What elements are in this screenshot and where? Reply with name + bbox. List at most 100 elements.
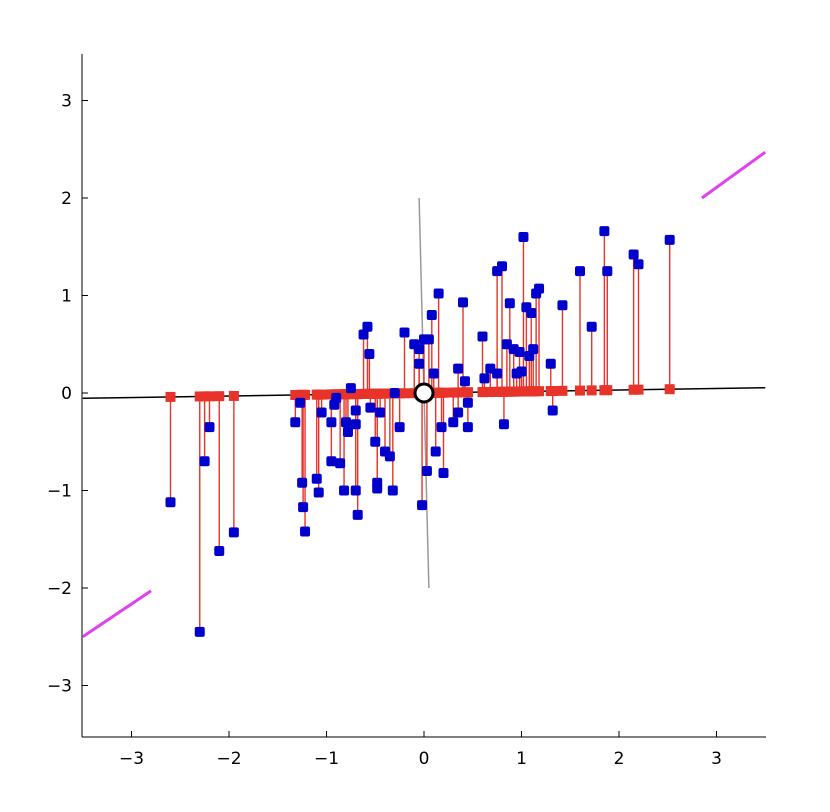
- data-point: [326, 417, 337, 428]
- data-point: [358, 329, 369, 340]
- y-tick-label: 3: [61, 92, 72, 112]
- projected-point: [602, 385, 613, 396]
- data-point: [458, 297, 468, 308]
- data-point: [575, 266, 585, 277]
- data-point: [528, 344, 539, 355]
- data-point: [341, 417, 351, 428]
- mean-marker: [413, 382, 435, 404]
- data-point: [339, 485, 350, 496]
- projected-point: [352, 389, 363, 400]
- asymptote-segment: [81, 589, 152, 638]
- data-point: [504, 298, 515, 309]
- data-point: [414, 358, 425, 369]
- x-tick-label: 3: [711, 749, 722, 769]
- data-point: [516, 366, 527, 377]
- data-point: [352, 509, 363, 520]
- data-point: [394, 422, 405, 433]
- data-point: [335, 458, 346, 469]
- data-point: [664, 234, 675, 245]
- data-point: [387, 485, 398, 496]
- projected-point: [547, 386, 558, 397]
- data-point: [492, 368, 503, 379]
- data-point: [350, 419, 361, 430]
- projected-point: [399, 388, 410, 399]
- data-point: [462, 397, 473, 408]
- projected-point: [300, 389, 311, 400]
- data-point: [428, 368, 439, 379]
- projected-point: [479, 387, 490, 398]
- projected-point: [557, 385, 568, 396]
- data-point: [633, 259, 644, 270]
- y-tick-label: 1: [61, 287, 72, 307]
- projected-point: [586, 385, 597, 396]
- projected-point: [214, 391, 225, 402]
- data-point: [214, 545, 225, 556]
- data-point: [362, 321, 373, 332]
- data-point: [545, 358, 556, 369]
- data-point: [295, 397, 306, 408]
- x-tick-label: −3: [119, 749, 144, 769]
- data-point: [602, 266, 613, 277]
- data-point: [628, 249, 639, 260]
- data-point: [290, 417, 301, 428]
- data-point: [389, 388, 400, 398]
- projected-point: [664, 384, 675, 395]
- data-point: [514, 347, 525, 358]
- data-point: [423, 334, 434, 345]
- data-point: [438, 467, 449, 478]
- projected-point: [485, 386, 496, 397]
- data-point: [453, 363, 464, 374]
- data-point: [313, 487, 324, 498]
- data-point: [297, 477, 308, 488]
- x-axis-ticks: −3 −2 −1 0 1 2 3: [119, 731, 722, 769]
- y-tick-label: 0: [61, 384, 72, 404]
- data-point: [316, 407, 327, 418]
- y-tick-label: −1: [47, 482, 72, 502]
- data-point: [599, 226, 610, 237]
- data-point: [462, 422, 473, 433]
- x-tick-label: −1: [314, 749, 339, 769]
- data-point: [479, 373, 490, 384]
- data-point: [459, 376, 470, 387]
- projected-point: [534, 386, 545, 397]
- data-point: [498, 419, 509, 430]
- data-point: [453, 407, 464, 418]
- data-point: [375, 407, 386, 418]
- data-point: [547, 405, 558, 416]
- data-point: [421, 466, 432, 476]
- data-point: [364, 349, 375, 359]
- data-point: [436, 422, 447, 433]
- data-point: [300, 526, 311, 537]
- data-point: [350, 485, 361, 496]
- data-point: [370, 436, 381, 447]
- projected-point: [438, 387, 449, 398]
- projected-point: [633, 384, 644, 395]
- data-point: [534, 283, 545, 294]
- projected-point: [575, 385, 585, 396]
- data-point: [557, 300, 568, 311]
- x-tick-label: 0: [419, 749, 430, 769]
- data-point: [384, 451, 395, 462]
- data-point: [165, 497, 176, 508]
- data-point: [365, 402, 376, 413]
- projected-point: [165, 391, 176, 402]
- y-tick-label: −2: [47, 579, 72, 599]
- projected-point: [316, 389, 327, 400]
- data-point: [326, 456, 337, 467]
- data-point: [430, 446, 441, 457]
- data-point: [331, 392, 342, 403]
- data-point: [342, 427, 353, 437]
- data-point: [526, 308, 537, 319]
- asymptote-lines: [81, 150, 767, 638]
- data-point: [199, 456, 210, 467]
- projected-point: [204, 391, 215, 402]
- data-point: [433, 288, 444, 299]
- data-point: [414, 344, 425, 355]
- projected-point: [462, 387, 473, 398]
- data-point: [350, 405, 361, 416]
- projected-point: [228, 390, 239, 401]
- data-point: [448, 417, 459, 428]
- data-points: [165, 226, 675, 637]
- x-tick-label: 2: [614, 749, 625, 769]
